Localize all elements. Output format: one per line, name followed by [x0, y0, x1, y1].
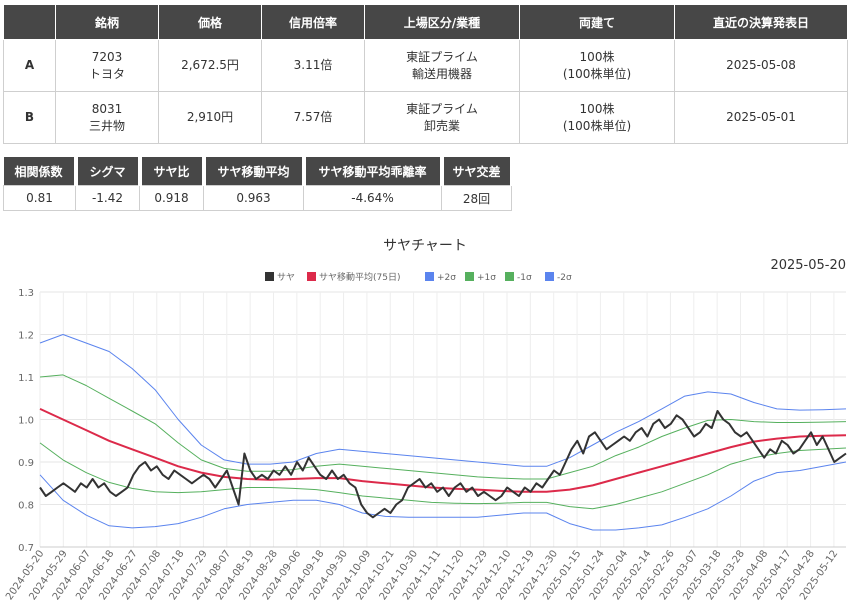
hedge-unit: (100株単位) — [562, 66, 632, 81]
pair-table: 銘柄 価格 信用倍率 上場区分/業種 両建て 直近の決算発表日 A 7203 ト… — [3, 4, 848, 144]
chart-legend: サヤ サヤ移動平均(75日) +2σ +1σ -1σ -2σ — [265, 271, 572, 283]
row-label: B — [3, 91, 56, 144]
table-row: A 7203 トヨタ 2,672.5円 3.11倍 東証プライム 輸送用機器 1… — [3, 39, 848, 92]
stock-code: 8031 — [91, 101, 123, 116]
legend-label: -1σ — [517, 273, 532, 283]
stats-header: 相関係数 シグマ サヤ比 サヤ移動平均 サヤ移動平均乖離率 サヤ交差 — [3, 157, 514, 186]
stat-ma-deviation: -4.64% — [303, 185, 442, 211]
y-tick-label: 0.8 — [18, 501, 34, 512]
stat-header-correlation: 相関係数 — [3, 157, 78, 186]
legend-label: +1σ — [477, 273, 496, 283]
series-line-3 — [39, 374, 847, 480]
stat-header-ma-deviation: サヤ移動平均乖離率 — [303, 157, 444, 186]
header-earnings-date: 直近の決算発表日 — [674, 4, 848, 40]
stat-header-sigma: シグマ — [75, 157, 142, 186]
stock-code: 7203 — [91, 49, 123, 64]
price-cell: 2,672.5円 — [158, 39, 262, 92]
hedge-shares: 100株 — [579, 49, 615, 64]
legend-swatch — [545, 272, 554, 281]
hedge-cell: 100株 (100株単位) — [519, 91, 675, 144]
legend-label: +2σ — [437, 273, 456, 283]
legend-swatch — [265, 272, 274, 281]
chart-grid — [39, 291, 846, 548]
market: 東証プライム — [406, 49, 478, 64]
earnings-date-cell: 2025-05-08 — [674, 39, 848, 92]
stat-correlation: 0.81 — [3, 185, 76, 211]
market: 東証プライム — [406, 101, 478, 116]
y-tick-label: 1.1 — [18, 373, 34, 384]
stat-crossings: 28回 — [441, 185, 512, 211]
stat-header-spread-ratio: サヤ比 — [139, 157, 206, 186]
stat-header-spread-ma: サヤ移動平均 — [203, 157, 306, 186]
stat-spread-ratio: 0.918 — [139, 185, 204, 211]
legend-swatch — [505, 272, 514, 281]
legend-swatch — [307, 272, 316, 281]
spread-chart: サヤチャート 2025-05-20 サヤ サヤ移動平均(75日) +2σ +1σ -1σ… — [4, 238, 847, 602]
y-tick-label: 1.2 — [18, 331, 34, 342]
chart-title: サヤチャート — [383, 238, 467, 254]
header-margin-ratio: 信用倍率 — [261, 4, 365, 40]
series-line-0 — [39, 410, 847, 519]
stock-cell[interactable]: 8031 三井物 — [55, 91, 159, 144]
sector: 卸売業 — [423, 118, 460, 133]
stock-cell[interactable]: 7203 トヨタ — [55, 39, 159, 92]
market-sector-cell: 東証プライム 輸送用機器 — [364, 39, 520, 92]
table-row: B 8031 三井物 2,910円 7.57倍 東証プライム 卸売業 100株 … — [3, 91, 848, 144]
plot-area — [39, 334, 847, 531]
series-line-4 — [39, 442, 847, 510]
y-tick-label: 1.3 — [18, 288, 34, 299]
header-corner — [3, 4, 56, 40]
stat-header-crossings: サヤ交差 — [441, 157, 514, 186]
market-sector-cell: 東証プライム 卸売業 — [364, 91, 520, 144]
y-tick-label: 0.9 — [18, 458, 34, 469]
y-tick-label: 1.0 — [18, 416, 34, 427]
legend-swatch — [465, 272, 474, 281]
series-line-5 — [39, 461, 847, 531]
legend-label: -2σ — [557, 273, 572, 283]
header-price: 価格 — [158, 4, 262, 40]
earnings-date-cell: 2025-05-01 — [674, 91, 848, 144]
sector: 輸送用機器 — [411, 66, 472, 81]
stats-values: 0.81 -1.42 0.918 0.963 -4.64% 28回 — [3, 185, 512, 211]
stats-table: 相関係数 シグマ サヤ比 サヤ移動平均 サヤ移動平均乖離率 サヤ交差 0.81 … — [3, 157, 514, 211]
price-cell: 2,910円 — [158, 91, 262, 144]
stat-spread-ma: 0.963 — [203, 185, 304, 211]
header-name: 銘柄 — [55, 4, 159, 40]
header-hedge: 両建て — [519, 4, 675, 40]
y-axis: 0.7 0.8 0.9 1.0 1.1 1.2 1.3 — [18, 288, 34, 554]
chart-date: 2025-05-20 — [770, 258, 846, 273]
stock-name: トヨタ — [88, 66, 125, 81]
y-tick-label: 0.7 — [18, 543, 34, 554]
header-market-sector: 上場区分/業種 — [364, 4, 520, 40]
stock-name: 三井物 — [88, 118, 125, 133]
pair-table-header: 銘柄 価格 信用倍率 上場区分/業種 両建て 直近の決算発表日 — [3, 4, 848, 40]
legend-swatch — [425, 272, 434, 281]
hedge-cell: 100株 (100株単位) — [519, 39, 675, 92]
stat-sigma: -1.42 — [75, 185, 140, 211]
margin-ratio-cell: 3.11倍 — [261, 39, 365, 92]
hedge-shares: 100株 — [579, 101, 615, 116]
hedge-unit: (100株単位) — [562, 118, 632, 133]
row-label: A — [3, 39, 56, 92]
margin-ratio-cell: 7.57倍 — [261, 91, 365, 144]
legend-label: サヤ — [277, 272, 295, 283]
series-line-2 — [39, 334, 847, 467]
legend-label: サヤ移動平均(75日) — [319, 271, 400, 283]
x-axis: 2024-05-202024-05-292024-06-072024-06-18… — [4, 548, 840, 602]
